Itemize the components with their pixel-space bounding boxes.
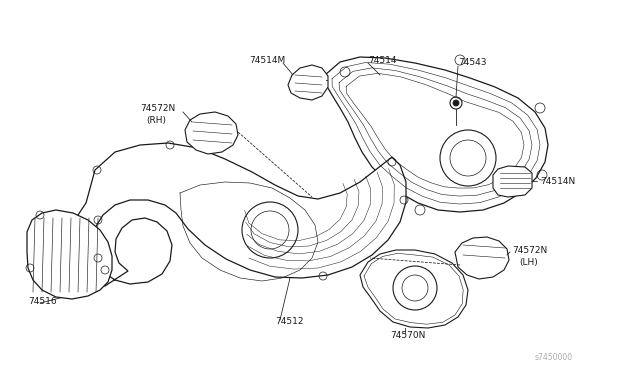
- Text: 74514M: 74514M: [249, 55, 285, 64]
- Text: 74514N: 74514N: [540, 176, 575, 186]
- Text: 74512: 74512: [275, 317, 303, 327]
- Text: 74570N: 74570N: [390, 330, 426, 340]
- Polygon shape: [455, 237, 509, 279]
- Polygon shape: [70, 143, 406, 286]
- Polygon shape: [493, 166, 532, 197]
- Polygon shape: [185, 112, 238, 154]
- Polygon shape: [360, 250, 468, 328]
- Text: (RH): (RH): [146, 115, 166, 125]
- Text: (LH): (LH): [519, 257, 538, 266]
- Text: 74543: 74543: [458, 58, 486, 67]
- Text: 74516: 74516: [28, 298, 56, 307]
- Text: 74514: 74514: [368, 55, 397, 64]
- Polygon shape: [288, 65, 328, 100]
- Text: 74572N: 74572N: [512, 246, 547, 254]
- Circle shape: [453, 100, 459, 106]
- Text: 74572N: 74572N: [140, 103, 175, 112]
- Polygon shape: [325, 57, 548, 212]
- Text: s7450000: s7450000: [535, 353, 573, 362]
- Polygon shape: [27, 210, 112, 299]
